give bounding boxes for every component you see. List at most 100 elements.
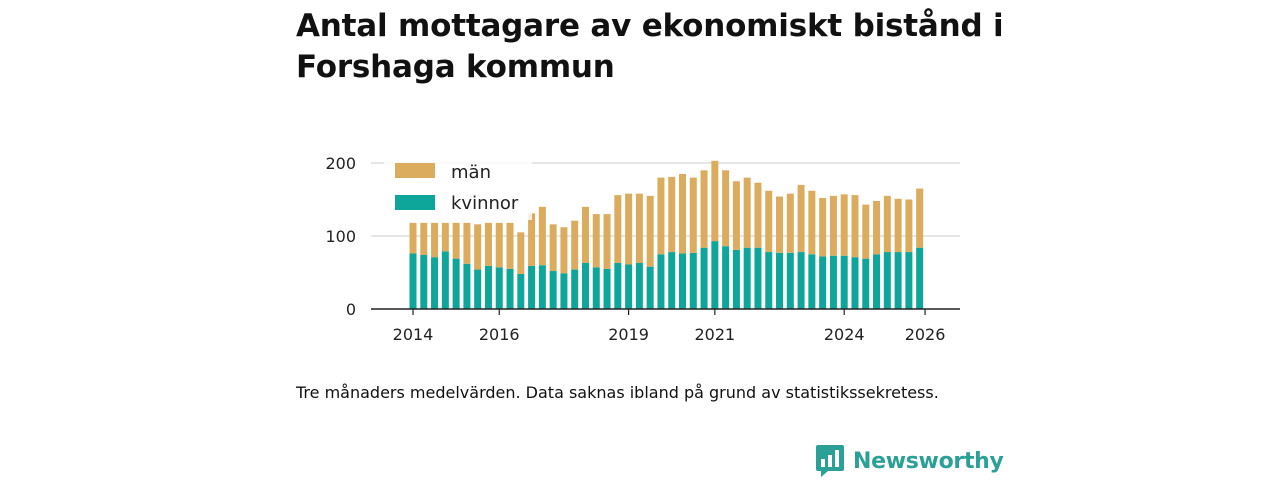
bar-man (700, 170, 708, 248)
bar-kvinnor (431, 257, 439, 309)
bar-kvinnor (452, 258, 460, 309)
bar-kvinnor (474, 269, 482, 309)
bar-man (441, 222, 449, 252)
bar-man (484, 222, 492, 266)
bar-man (603, 214, 611, 269)
brand-logo[interactable]: Newsworthy (815, 444, 1004, 478)
bar-kvinnor (905, 252, 913, 309)
x-axis-ticks: 2014 2016 2019 2021 2024 2026 (393, 309, 946, 344)
bar-man (506, 222, 514, 269)
bar-man (528, 213, 536, 266)
bar-man (592, 214, 600, 268)
x-tick-label: 2026 (905, 325, 946, 344)
bar-kvinnor (765, 252, 773, 309)
bar-man (538, 206, 546, 266)
bar-man (894, 198, 902, 253)
bar-kvinnor (840, 255, 848, 309)
bar-man (883, 195, 891, 253)
bar-kvinnor (700, 247, 708, 309)
brand-name: Newsworthy (853, 448, 1004, 474)
bar-kvinnor (722, 246, 730, 309)
bar-kvinnor (689, 252, 697, 309)
bar-man (689, 177, 697, 253)
bar-kvinnor (829, 255, 837, 309)
bar-man (851, 195, 859, 258)
newsworthy-logo-icon (816, 445, 844, 477)
legend-swatch-kvinnor (395, 195, 435, 210)
bar-kvinnor (463, 263, 471, 309)
bar-man (614, 195, 622, 264)
bar-kvinnor (883, 252, 891, 309)
bar-man (571, 220, 579, 270)
legend-label-kvinnor: kvinnor (451, 193, 519, 214)
bar-kvinnor (646, 266, 654, 309)
bar-kvinnor (517, 273, 525, 309)
bar-kvinnor (732, 249, 740, 309)
bar-man (474, 224, 482, 270)
bar-kvinnor (614, 263, 622, 309)
bar-man (797, 184, 805, 253)
x-tick-label: 2014 (393, 325, 434, 344)
bar-man (905, 199, 913, 253)
bar-kvinnor (668, 252, 676, 309)
bar-kvinnor (916, 247, 924, 309)
footnote: Tre månaders medelvärden. Data saknas ib… (296, 383, 939, 402)
bar-kvinnor (484, 265, 492, 309)
bar-man (517, 232, 525, 274)
bar-man (754, 182, 762, 248)
bar-kvinnor (625, 264, 633, 309)
bar-man (732, 181, 740, 250)
bar-kvinnor (808, 254, 816, 309)
bar-man (409, 222, 417, 254)
bar-kvinnor (528, 265, 536, 309)
bar-kvinnor (581, 263, 589, 309)
bar-kvinnor (873, 254, 881, 309)
bar-man (495, 222, 503, 268)
bar-man (452, 222, 460, 259)
bars (409, 160, 924, 309)
y-tick-label: 0 (346, 300, 356, 319)
bar-man (840, 194, 848, 256)
bar-man (549, 224, 557, 272)
legend-swatch-man (395, 163, 435, 178)
y-tick-label: 200 (325, 154, 356, 173)
bar-kvinnor (441, 251, 449, 309)
bar-kvinnor (894, 252, 902, 309)
bar-man (916, 188, 924, 248)
bar-kvinnor (711, 241, 719, 309)
bar-man (819, 198, 827, 257)
bar-man (873, 200, 881, 255)
x-tick-label: 2016 (479, 325, 520, 344)
bar-kvinnor (743, 247, 751, 309)
x-tick-label: 2021 (694, 325, 735, 344)
bar-kvinnor (592, 267, 600, 309)
bar-kvinnor (560, 273, 568, 309)
x-tick-label: 2024 (824, 325, 865, 344)
bar-man (722, 170, 730, 247)
bar-kvinnor (862, 258, 870, 309)
legend: män kvinnor (384, 152, 532, 220)
bar-man (776, 196, 784, 253)
bar-kvinnor (538, 265, 546, 309)
bar-kvinnor (657, 254, 665, 309)
bar-kvinnor (506, 268, 514, 309)
bar-man (420, 222, 428, 255)
bar-man (635, 193, 643, 264)
bar-man (679, 173, 686, 254)
bar-kvinnor (851, 257, 859, 309)
bar-kvinnor (679, 253, 686, 309)
bar-man (808, 190, 816, 255)
bar-kvinnor (754, 247, 762, 309)
bar-kvinnor (797, 252, 805, 309)
x-tick-label: 2019 (608, 325, 649, 344)
bar-kvinnor (776, 252, 784, 309)
bar-kvinnor (786, 252, 794, 309)
bar-kvinnor (549, 271, 557, 309)
y-tick-label: 100 (325, 227, 356, 246)
y-axis-ticks: 0 100 200 (325, 154, 356, 319)
bar-man (646, 195, 654, 267)
bar-kvinnor (603, 268, 611, 309)
bar-kvinnor (571, 269, 579, 309)
bar-kvinnor (409, 253, 417, 309)
bar-man (431, 222, 439, 258)
